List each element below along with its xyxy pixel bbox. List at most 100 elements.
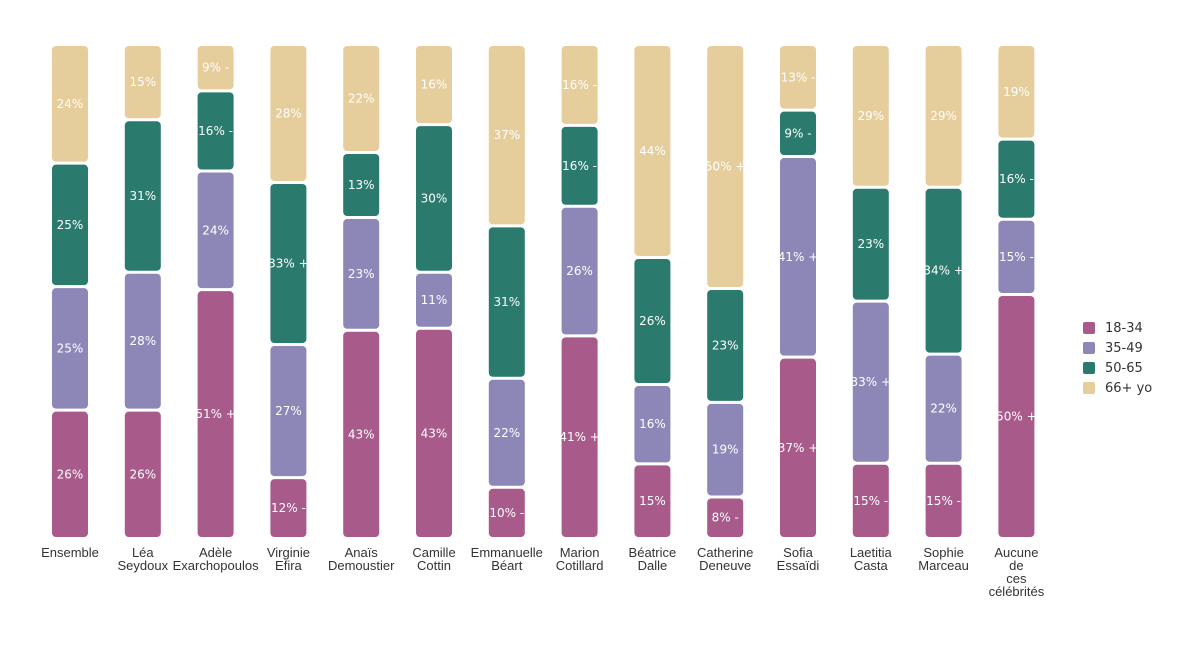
data-label: 16% - xyxy=(562,159,597,173)
category-label: célébrités xyxy=(989,584,1045,599)
category-label: Catherine xyxy=(697,545,753,560)
category-label: de xyxy=(1009,558,1023,573)
category-label: ces xyxy=(1006,571,1027,586)
data-label: 10% - xyxy=(489,506,524,520)
category-label: Aucune xyxy=(994,545,1038,560)
bars-group: 26% 25% 25% 24% 26% 28% 31% 15% 51% + 24% 16% - 9% … xyxy=(52,46,1037,537)
data-label: 15% - xyxy=(926,494,961,508)
data-label: 31% xyxy=(493,295,520,309)
bar-segment xyxy=(852,46,889,186)
data-label: 22% xyxy=(930,402,957,416)
data-label: 23% xyxy=(348,267,375,281)
category-label: Marion xyxy=(560,545,600,560)
bar-segment xyxy=(52,411,88,537)
data-label: 33% + xyxy=(851,375,892,389)
category-label: Léa xyxy=(132,545,154,560)
bar-segment xyxy=(270,479,307,537)
data-label: 24% xyxy=(202,223,229,237)
bar-segment xyxy=(343,153,380,217)
bar-segment xyxy=(343,219,380,329)
data-label: 12% - xyxy=(271,501,306,515)
bar-segment xyxy=(998,296,1035,537)
bar-segment xyxy=(925,46,962,186)
bar-segment xyxy=(561,46,598,124)
data-label: 28% xyxy=(275,106,302,120)
bar-segment xyxy=(707,498,744,537)
bar-segment xyxy=(270,46,307,181)
bar-segment xyxy=(270,183,307,344)
data-label: 19% xyxy=(1003,85,1030,99)
data-label: 29% xyxy=(930,109,957,123)
bar-segment xyxy=(634,465,671,537)
legend-swatch xyxy=(1083,362,1095,374)
bar-segment xyxy=(416,126,452,271)
category-label: Laetitia xyxy=(850,545,893,560)
data-label: 41% + xyxy=(778,250,819,264)
data-label: 24% xyxy=(57,97,84,111)
bar-segment xyxy=(561,337,598,537)
bar-segment xyxy=(488,46,525,225)
bar-segment xyxy=(197,92,234,170)
data-label: 16% xyxy=(421,78,448,92)
bar-segment xyxy=(852,302,889,462)
bar-segment xyxy=(780,358,816,537)
bar-segment xyxy=(634,46,671,256)
legend-swatch xyxy=(1083,322,1095,334)
category-label: Essaïdi xyxy=(777,558,820,573)
bar-segment xyxy=(124,411,161,537)
category-label: Adèle xyxy=(199,545,232,560)
data-label: 11% xyxy=(421,293,448,307)
category-label: Sofia xyxy=(783,545,813,560)
category-label: Camille xyxy=(412,545,455,560)
bar-segment xyxy=(124,273,161,409)
category-label: Emmanuelle xyxy=(471,545,543,560)
data-label: 22% xyxy=(348,91,375,105)
category-label: Deneuve xyxy=(699,558,751,573)
data-label: 30% xyxy=(421,191,448,205)
legend-swatch xyxy=(1083,382,1095,394)
bar-segment xyxy=(416,46,452,124)
category-label: Casta xyxy=(854,558,889,573)
data-label: 22% xyxy=(493,426,520,440)
data-label: 37% + xyxy=(778,441,819,455)
legend: 18-34 35-49 50-65 66+ yo xyxy=(1083,321,1152,396)
category-label: Béart xyxy=(491,558,522,573)
category-label: Anaïs xyxy=(345,545,379,560)
bar-segment xyxy=(634,258,671,384)
data-label: 26% xyxy=(57,467,84,481)
bar-segment xyxy=(780,46,816,109)
category-label: Dalle xyxy=(638,558,668,573)
data-label: 29% xyxy=(857,109,884,123)
legend-label: 18-34 xyxy=(1105,321,1143,336)
bar-segment xyxy=(124,121,161,271)
data-label: 23% xyxy=(712,338,739,352)
bar-segment xyxy=(197,172,234,289)
category-label: Exarchopoulos xyxy=(173,558,259,573)
data-label: 50% + xyxy=(705,160,746,174)
category-label: Ensemble xyxy=(41,545,99,560)
data-label: 15% - xyxy=(999,250,1034,264)
bar-segment xyxy=(197,46,234,90)
data-label: 15% xyxy=(639,494,666,508)
bar-segment xyxy=(998,46,1035,138)
bar-segment xyxy=(270,346,307,477)
data-label: 28% xyxy=(129,334,156,348)
data-label: 9% - xyxy=(202,61,229,75)
data-label: 51% + xyxy=(195,407,236,421)
data-label: 16% - xyxy=(198,124,233,138)
bar-segment xyxy=(998,140,1035,218)
bar-segment xyxy=(52,46,88,162)
data-label: 15% xyxy=(129,75,156,89)
bar-segment xyxy=(707,46,744,287)
bar-segment xyxy=(561,207,598,335)
data-label: 31% xyxy=(129,189,156,203)
category-label: Virginie xyxy=(267,545,310,560)
bar-segment xyxy=(925,355,962,462)
bar-segment xyxy=(925,464,962,537)
category-label: Seydoux xyxy=(118,558,169,573)
bar-segment xyxy=(707,290,744,401)
bar-segment xyxy=(343,46,380,151)
bar-segment xyxy=(925,188,962,353)
